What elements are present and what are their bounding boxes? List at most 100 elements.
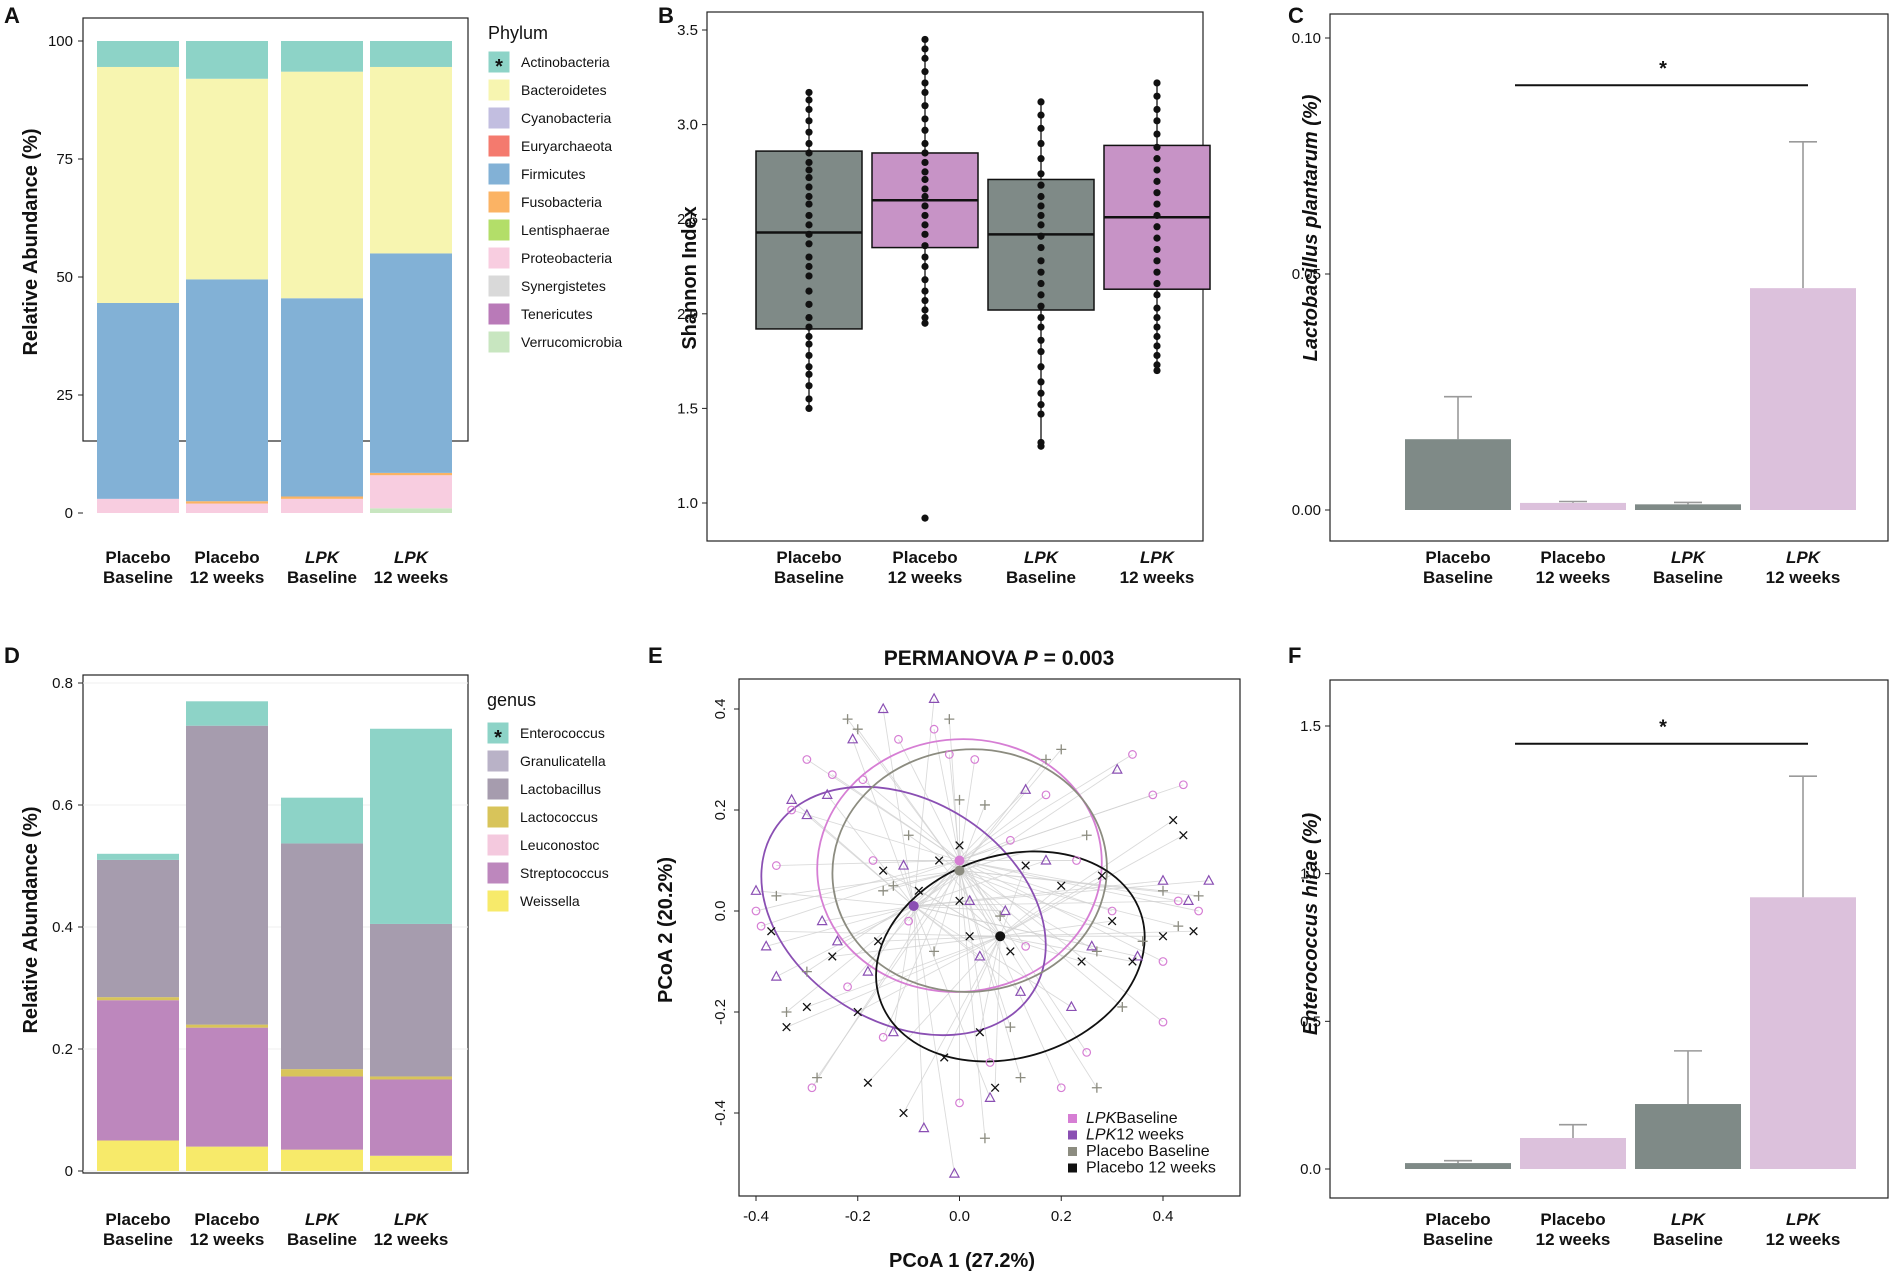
legend-swatch-cyanobacteria xyxy=(487,106,511,130)
bar-segment-lactobacillus xyxy=(370,923,452,1077)
point-plus xyxy=(903,830,914,841)
legend-label-lactococcus: Lactococcus xyxy=(520,809,598,825)
data-point xyxy=(1153,361,1161,369)
legend-label-fusobacteria: Fusobacteria xyxy=(521,194,602,210)
spider-line xyxy=(760,860,960,927)
legend-swatch-lentisphaerae xyxy=(487,218,511,242)
data-point xyxy=(1153,268,1161,276)
point-triangle xyxy=(1086,940,1098,951)
data-point xyxy=(1153,304,1161,312)
data-point xyxy=(921,102,929,110)
point-triangle xyxy=(1157,874,1169,885)
point-triangle xyxy=(984,1091,996,1102)
y-tick-label: -0.4 xyxy=(712,1100,729,1126)
point-triangle xyxy=(1111,763,1123,774)
legend-label-lactobacillus: Lactobacillus xyxy=(520,781,601,797)
data-point xyxy=(805,166,813,174)
category-label-line1: Placebo xyxy=(1540,1210,1605,1229)
data-point xyxy=(1153,200,1161,208)
point-plus xyxy=(771,890,782,901)
bar-segment-proteobacteria xyxy=(186,503,268,513)
spider-line xyxy=(766,905,914,947)
category-label-line1: LPK xyxy=(305,1210,341,1229)
point-circle xyxy=(868,856,878,865)
data-point xyxy=(1037,192,1045,201)
legend-swatch-tenericutes xyxy=(487,302,511,326)
bar-segment-lactococcus xyxy=(97,997,179,1001)
legend-swatch-streptococcus xyxy=(486,861,510,885)
bar-segment-bacteroidetes xyxy=(186,78,268,280)
panel-f: F 0.0 0.5 1.0 1.5 Enterococcus hirae (%) * Plac… xyxy=(1288,643,1889,1249)
category-label-line2: 12 weeks xyxy=(374,568,449,587)
spider-line xyxy=(826,794,915,907)
point-triangle xyxy=(801,808,813,820)
spider-line xyxy=(959,794,1047,861)
spider-line xyxy=(1000,920,1113,937)
legend-label-synergistetes: Synergistetes xyxy=(521,278,606,294)
data-point xyxy=(921,68,929,76)
panel-letter: E xyxy=(648,643,663,668)
bar xyxy=(1520,1137,1626,1169)
legend-swatch-fusobacteria xyxy=(487,190,511,214)
data-point xyxy=(1037,139,1045,148)
data-point xyxy=(1153,342,1161,350)
point-triangle xyxy=(760,940,772,951)
point-plus xyxy=(1005,1022,1016,1033)
data-point xyxy=(1037,323,1045,331)
spider-line xyxy=(806,870,960,972)
data-point xyxy=(921,221,929,229)
spider-line xyxy=(913,905,1006,912)
data-point xyxy=(805,351,813,360)
point-circle xyxy=(955,1098,964,1108)
spider-line xyxy=(913,905,955,1174)
y-tick-label: 100 xyxy=(48,33,73,50)
spider-line xyxy=(999,834,1184,937)
bar-segment-fusobacteria xyxy=(281,496,363,499)
panel-letter: F xyxy=(1288,643,1301,668)
data-point xyxy=(805,240,813,248)
data-point xyxy=(1037,389,1045,397)
point-circle xyxy=(1128,750,1137,759)
point-cross xyxy=(828,952,837,961)
category-label-line2: Baseline xyxy=(287,568,357,587)
data-point xyxy=(921,139,929,148)
category-label-line2: Baseline xyxy=(287,1230,357,1249)
spider-line xyxy=(791,809,960,861)
point-plus xyxy=(979,1133,990,1144)
legend-label-rest: Placebo Baseline xyxy=(1086,1143,1210,1160)
data-point xyxy=(1037,211,1045,220)
point-cross xyxy=(990,1083,1000,1093)
data-point xyxy=(1037,170,1045,178)
confidence-ellipse xyxy=(875,850,1146,1063)
data-point xyxy=(805,173,813,182)
data-point xyxy=(1153,366,1161,375)
point-plus xyxy=(995,911,1006,922)
data-point xyxy=(805,117,813,125)
spider-line xyxy=(1000,935,1133,962)
bar xyxy=(1635,504,1741,510)
point-circle xyxy=(1148,790,1158,800)
legend-label-enterococcus: Enterococcus xyxy=(520,725,605,741)
category-label-line2: Baseline xyxy=(103,568,173,587)
bar-segment-actinobacteria xyxy=(281,41,363,72)
y-tick-label: 0.5 xyxy=(1300,1013,1321,1030)
data-point xyxy=(921,192,929,201)
spider-line xyxy=(959,834,1087,872)
spider-line xyxy=(908,834,960,871)
point-triangle xyxy=(1203,874,1215,885)
panel-letter: A xyxy=(4,3,20,28)
data-point xyxy=(1153,223,1161,231)
legend-star: * xyxy=(495,56,503,78)
point-plus xyxy=(801,966,812,977)
data-point xyxy=(805,211,813,220)
legend-label-leuconostoc: Leuconostoc xyxy=(520,837,599,853)
point-cross xyxy=(863,1078,873,1087)
bar-segment-firmicutes xyxy=(281,298,363,497)
legend-swatch-verrucomicrobia xyxy=(487,330,511,354)
point-cross xyxy=(1168,815,1178,825)
bar xyxy=(1405,1163,1511,1169)
point-cross xyxy=(1158,931,1168,941)
point-cross xyxy=(878,866,888,875)
data-point xyxy=(1037,348,1045,356)
data-point xyxy=(1153,105,1161,114)
